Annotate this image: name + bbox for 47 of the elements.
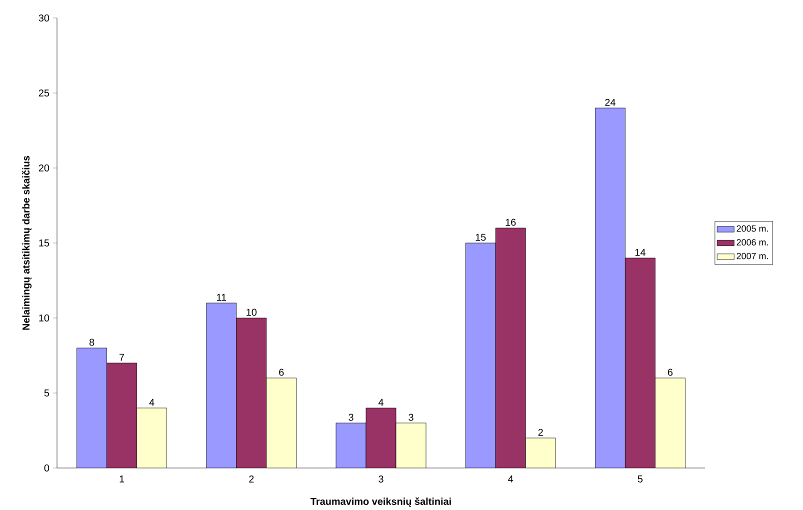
- data-label: 3: [408, 414, 414, 421]
- data-label: 11: [217, 294, 226, 301]
- data-label: 6: [279, 368, 284, 376]
- y-tick-label: 30: [38, 14, 50, 22]
- data-label: 4: [149, 398, 154, 406]
- bar: [396, 422, 426, 468]
- x-tick-label: 2: [249, 475, 254, 482]
- data-label: 8: [89, 338, 94, 346]
- bar: [526, 438, 556, 468]
- data-label: 6: [668, 368, 673, 376]
- bar: [496, 228, 526, 468]
- bar: [595, 108, 626, 468]
- bar: [625, 258, 656, 468]
- data-label: 7: [120, 354, 124, 361]
- data-label: 14: [635, 248, 646, 256]
- bar: [236, 318, 266, 468]
- legend-label: 2007 m.: [736, 252, 768, 260]
- bar: [336, 422, 366, 468]
- x-axis-title: Traumavimo veiksnių šaltiniai: [310, 497, 451, 507]
- data-label: 10: [246, 308, 257, 316]
- y-tick-label: 25: [38, 89, 50, 96]
- y-tick-label: 5: [44, 389, 50, 396]
- legend-label: 2006 m.: [736, 239, 768, 246]
- data-label: 4: [378, 398, 384, 406]
- bar: [206, 302, 236, 468]
- data-label: 3: [348, 414, 354, 421]
- x-tick-label: 4: [508, 475, 514, 482]
- y-tick-label: 15: [39, 239, 50, 246]
- data-label: 24: [605, 98, 616, 106]
- y-tick-label: 10: [39, 314, 50, 322]
- bar: [106, 362, 137, 468]
- data-label: 16: [506, 218, 516, 226]
- bar: [266, 378, 296, 468]
- bar: [655, 378, 686, 468]
- y-tick-label: 0: [44, 464, 50, 472]
- bar: [76, 348, 107, 468]
- legend-label: 2005 m.: [736, 225, 768, 232]
- x-tick-label: 3: [378, 475, 384, 482]
- data-label: 15: [476, 234, 486, 241]
- data-label: 2: [538, 428, 543, 436]
- x-tick-label: 5: [638, 475, 643, 482]
- y-axis-title: Nelaimingų atsitikimų darbe skaičius: [22, 156, 32, 330]
- bar: [136, 408, 167, 468]
- x-tick-label: 1: [120, 475, 124, 482]
- bar: [366, 408, 396, 468]
- bar: [466, 242, 496, 468]
- y-tick-label: 20: [38, 164, 50, 172]
